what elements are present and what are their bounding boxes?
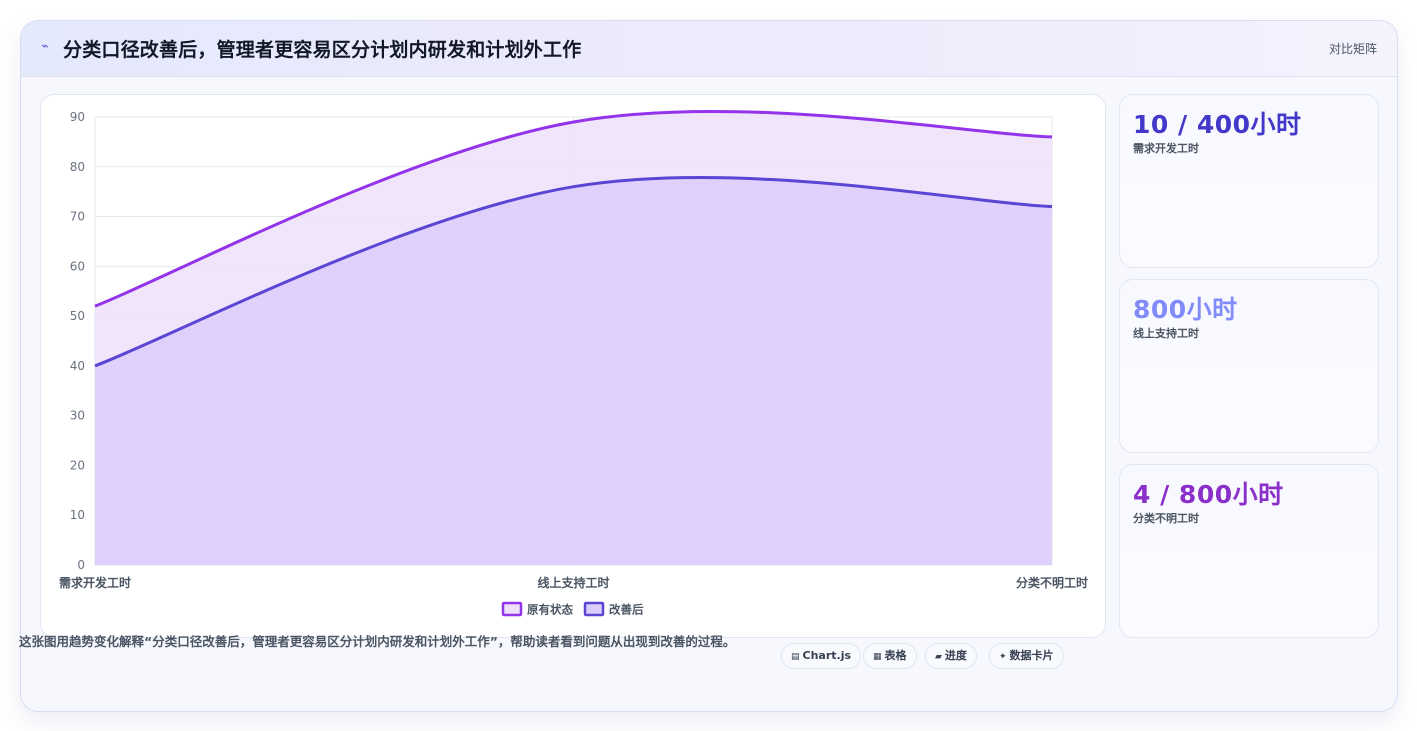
y-tick-label: 60: [70, 259, 85, 273]
chip-progress[interactable]: ▰ 进度: [925, 643, 977, 669]
chip-label: 进度: [944, 649, 967, 662]
series-area-1: [95, 177, 1052, 565]
chip-label: 数据卡片: [1009, 649, 1054, 662]
y-tick-label: 30: [70, 409, 85, 423]
progress-icon: ▰: [935, 652, 942, 662]
card-title: 分类口径改善后，管理者更容易区分计划内研发和计划外工作: [63, 39, 582, 61]
card-tag: 对比矩阵: [1328, 42, 1377, 56]
legend-swatch-1: [583, 601, 605, 617]
chip-label: Chart.js: [802, 649, 852, 662]
card-header: ⌁ 分类口径改善后，管理者更容易区分计划内研发和计划外工作 对比矩阵: [21, 21, 1397, 77]
y-tick-label: 50: [70, 309, 85, 323]
y-tick-label: 90: [70, 110, 85, 124]
chip-data-card[interactable]: ✦ 数据卡片: [989, 643, 1064, 669]
series-line-1: [94, 176, 1053, 368]
chip-chartjs[interactable]: ▤ Chart.js: [781, 643, 862, 669]
chip-table[interactable]: ▦ 表格: [863, 643, 917, 669]
y-tick-label: 80: [70, 160, 85, 174]
y-tick-label: 10: [70, 508, 85, 522]
y-tick-label: 0: [77, 558, 85, 572]
stat-label: 线上支持工时: [1133, 327, 1199, 340]
chip-label: 表格: [884, 649, 907, 662]
x-tick-label: 分类不明工时: [1016, 575, 1088, 590]
stat-value: 800小时: [1133, 295, 1238, 324]
y-tick-label: 20: [70, 458, 85, 472]
chart-panel: 0 10 20 30 40 50 60 70 80 90 需求开发工时 线上支持工时 分类不明工时原有状…: [40, 94, 1106, 638]
chart-icon: ▤: [791, 652, 800, 662]
trend-icon: ⌁: [41, 39, 49, 54]
legend-label-0: 原有状态: [527, 603, 573, 617]
x-tick-label: 需求开发工时: [59, 575, 131, 590]
table-icon: ▦: [873, 652, 882, 662]
chart-caption: 这张图用趋势变化解释“分类口径改善后，管理者更容易区分计划内研发和计划外工作”，…: [19, 634, 736, 649]
y-tick-label: 70: [70, 210, 85, 224]
stat-card-support: 800小时 线上支持工时: [1119, 279, 1379, 453]
legend-label-1: 改善后: [609, 603, 644, 617]
chart-card: ⌁ 分类口径改善后，管理者更容易区分计划内研发和计划外工作 对比矩阵 0 10 20…: [20, 20, 1398, 712]
series-line-0: [94, 109, 1053, 308]
area-chart: 0 10 20 30 40 50 60 70 80 90 需求开发工时 线上支持工时 分类不明工时原有状…: [59, 109, 1088, 617]
stat-label: 分类不明工时: [1133, 512, 1199, 525]
sparkle-icon: ✦: [999, 652, 1007, 662]
stat-label: 需求开发工时: [1133, 142, 1199, 155]
legend-swatch-0: [501, 601, 523, 617]
x-tick-label: 线上支持工时: [537, 575, 609, 590]
stat-value: 4 / 800小时: [1133, 480, 1284, 509]
y-tick-label: 40: [70, 359, 85, 373]
stat-value: 10 / 400小时: [1133, 110, 1302, 139]
stat-card-unclassified: 4 / 800小时 分类不明工时: [1119, 464, 1379, 638]
stat-card-demand: 10 / 400小时 需求开发工时: [1119, 94, 1379, 268]
